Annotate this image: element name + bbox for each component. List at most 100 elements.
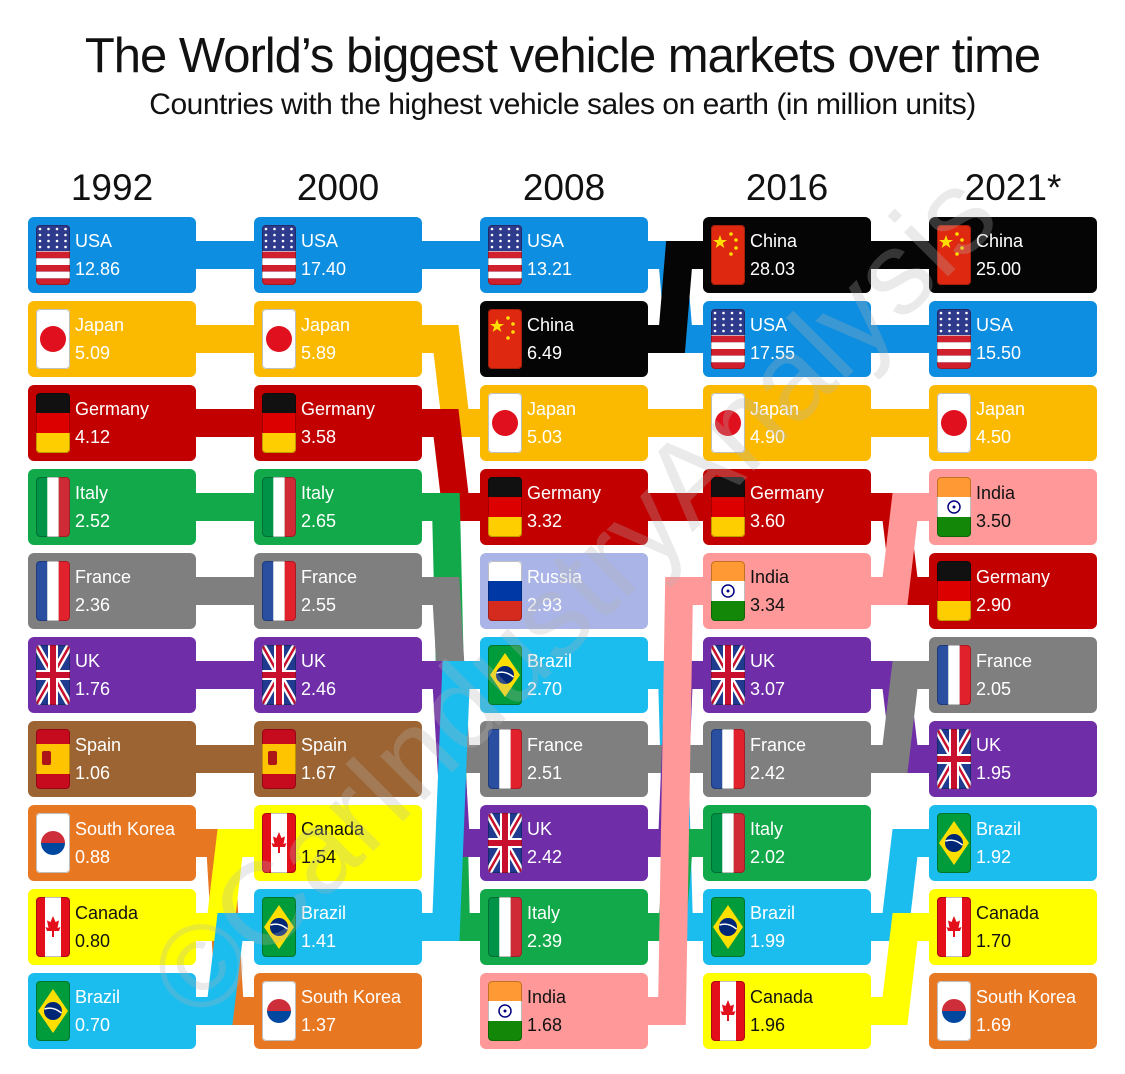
france-flag-icon	[937, 645, 971, 705]
box-italy-1992: Italy 2.52	[28, 469, 196, 545]
country-label: Japan	[976, 399, 1025, 419]
country-label: USA	[976, 315, 1013, 335]
box-brazil-1992: Brazil 0.70	[28, 973, 196, 1049]
country-label: China	[527, 315, 575, 335]
japan-flag-icon	[262, 309, 296, 369]
brazil-flag-icon	[937, 813, 971, 873]
value-label: 3.58	[301, 427, 336, 447]
value-label: 2.05	[976, 679, 1011, 699]
south-korea-flag-icon	[262, 981, 296, 1041]
germany-flag-icon	[937, 561, 971, 621]
country-label: France	[527, 735, 583, 755]
box-japan-2021-: Japan 4.50	[929, 385, 1097, 461]
value-label: 2.55	[301, 595, 336, 615]
box-brazil-2016: Brazil 1.99	[703, 889, 871, 965]
france-flag-icon	[711, 729, 745, 789]
china-flag-icon	[711, 225, 745, 285]
year-header-2016: 2016	[746, 167, 828, 208]
india-flag-icon	[937, 477, 971, 537]
value-label: 2.52	[75, 511, 110, 531]
usa-flag-icon	[937, 309, 971, 369]
value-label: 6.49	[527, 343, 562, 363]
germany-flag-icon	[36, 393, 70, 453]
country-label: Italy	[527, 903, 560, 923]
country-label: France	[301, 567, 357, 587]
box-china-2008: China 6.49	[480, 301, 648, 377]
germany-flag-icon	[711, 477, 745, 537]
value-label: 25.00	[976, 259, 1021, 279]
value-label: 5.89	[301, 343, 336, 363]
country-label: UK	[75, 651, 100, 671]
value-label: 3.60	[750, 511, 785, 531]
box-germany-1992: Germany 4.12	[28, 385, 196, 461]
country-label: Germany	[301, 399, 375, 419]
box-france-2008: France 2.51	[480, 721, 648, 797]
country-label: India	[976, 483, 1016, 503]
box-uk-2000: UK 2.46	[254, 637, 422, 713]
value-label: 3.32	[527, 511, 562, 531]
country-label: Germany	[750, 483, 824, 503]
band-japan-2000-to-2008	[418, 325, 484, 437]
box-spain-1992: Spain 1.06	[28, 721, 196, 797]
value-label: 4.50	[976, 427, 1011, 447]
country-label: USA	[750, 315, 787, 335]
france-flag-icon	[36, 561, 70, 621]
box-france-2000: France 2.55	[254, 553, 422, 629]
country-label: India	[750, 567, 790, 587]
chart-subtitle: Countries with the highest vehicle sales…	[149, 88, 976, 121]
country-label: Italy	[75, 483, 108, 503]
box-japan-2016: Japan 4.90	[703, 385, 871, 461]
value-label: 1.37	[301, 1015, 336, 1035]
usa-flag-icon	[711, 309, 745, 369]
uk-flag-icon	[262, 645, 296, 705]
box-germany-2008: Germany 3.32	[480, 469, 648, 545]
band-france-2016-to-2021-	[867, 661, 933, 773]
value-label: 3.50	[976, 511, 1011, 531]
value-label: 1.99	[750, 931, 785, 951]
country-label: Brazil	[750, 903, 795, 923]
box-uk-2008: UK 2.42	[480, 805, 648, 881]
box-india-2008: India 1.68	[480, 973, 648, 1049]
country-label: UK	[976, 735, 1001, 755]
value-label: 12.86	[75, 259, 120, 279]
box-usa-2000: USA 17.40	[254, 217, 422, 293]
italy-flag-icon	[711, 813, 745, 873]
country-label: South Korea	[75, 819, 176, 839]
value-label: 3.07	[750, 679, 785, 699]
value-label: 1.76	[75, 679, 110, 699]
value-label: 2.46	[301, 679, 336, 699]
box-uk-1992: UK 1.76	[28, 637, 196, 713]
box-brazil-2021-: Brazil 1.92	[929, 805, 1097, 881]
box-canada-1992: Canada 0.80	[28, 889, 196, 965]
canada-flag-icon	[36, 897, 70, 957]
value-label: 1.70	[976, 931, 1011, 951]
box-russia-2008: Russia 2.93	[480, 553, 648, 629]
box-uk-2021-: UK 1.95	[929, 721, 1097, 797]
box-italy-2000: Italy 2.65	[254, 469, 422, 545]
box-china-2021-: China 25.00	[929, 217, 1097, 293]
year-header-2008: 2008	[523, 167, 605, 208]
uk-flag-icon	[711, 645, 745, 705]
country-label: Russia	[527, 567, 583, 587]
value-label: 1.54	[301, 847, 336, 867]
year-header-2021-: 2021*	[965, 167, 1062, 208]
value-label: 13.21	[527, 259, 572, 279]
china-flag-icon	[488, 309, 522, 369]
value-label: 2.42	[750, 763, 785, 783]
box-germany-2016: Germany 3.60	[703, 469, 871, 545]
country-label: Japan	[527, 399, 576, 419]
germany-flag-icon	[488, 477, 522, 537]
band-brazil-1992-to-2000	[192, 913, 258, 1025]
france-flag-icon	[262, 561, 296, 621]
country-label: Brazil	[75, 987, 120, 1007]
value-label: 2.90	[976, 595, 1011, 615]
value-label: 1.92	[976, 847, 1011, 867]
box-brazil-2000: Brazil 1.41	[254, 889, 422, 965]
country-label: France	[976, 651, 1032, 671]
box-spain-2000: Spain 1.67	[254, 721, 422, 797]
value-label: 5.09	[75, 343, 110, 363]
country-label: Germany	[976, 567, 1050, 587]
value-label: 5.03	[527, 427, 562, 447]
brazil-flag-icon	[711, 897, 745, 957]
value-label: 0.88	[75, 847, 110, 867]
